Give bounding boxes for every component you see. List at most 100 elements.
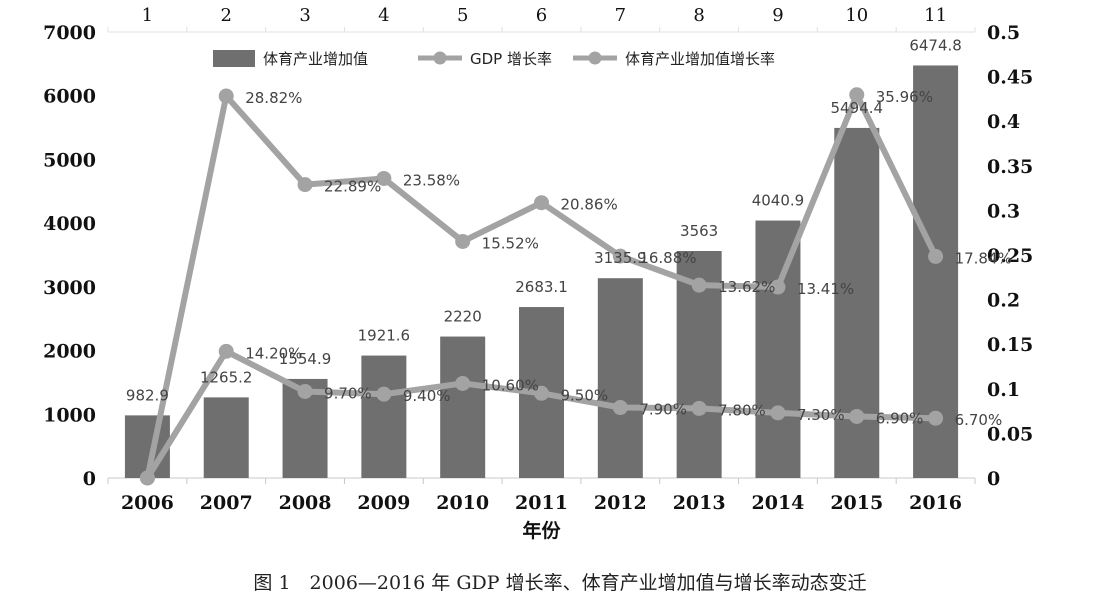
gdp-growth-label: 9.50% bbox=[561, 386, 609, 404]
top-axis-label: 8 bbox=[693, 5, 704, 26]
y-right-tick-label: 0.5 bbox=[987, 22, 1020, 44]
bar bbox=[913, 65, 959, 479]
top-axis-label: 6 bbox=[536, 5, 547, 26]
sports-growth-point bbox=[139, 470, 155, 486]
y-right-tick-label: 0.45 bbox=[987, 67, 1033, 89]
gdp-growth-label: 7.80% bbox=[718, 401, 766, 419]
y-left-tick-label: 3000 bbox=[43, 277, 96, 299]
bar-value-label: 1921.6 bbox=[358, 327, 411, 345]
gdp-growth-point bbox=[455, 375, 471, 391]
gdp-growth-point bbox=[376, 386, 392, 402]
sports-growth-label: 20.86% bbox=[561, 196, 618, 214]
x-tick-label: 2015 bbox=[830, 492, 883, 514]
data-labels: 982.9 1265.2 1554.9 1921.6 2220 2683.1 3135.9 3… bbox=[126, 36, 1012, 429]
gdp-growth-point bbox=[612, 400, 628, 416]
gdp-growth-label: 6.70% bbox=[955, 411, 1003, 429]
bar-value-label: 1265.2 bbox=[200, 368, 253, 386]
top-axis-label: 1 bbox=[142, 5, 153, 26]
sports-growth-point bbox=[297, 177, 313, 193]
bar bbox=[203, 397, 249, 478]
x-tick-label: 2008 bbox=[279, 492, 332, 514]
gdp-growth-label: 9.40% bbox=[403, 387, 451, 405]
y-right-tick-label: 0.35 bbox=[987, 156, 1033, 178]
lines-series bbox=[139, 87, 944, 486]
legend-gdp-label: GDP 增长率 bbox=[470, 50, 552, 68]
y-left-tick-label: 6000 bbox=[43, 86, 96, 108]
y-right-tick-label: 0.1 bbox=[987, 379, 1020, 401]
bar-value-label: 3135.9 bbox=[594, 249, 647, 267]
sports-growth-label: 13.62% bbox=[718, 278, 775, 296]
y-left-tick-label: 2000 bbox=[43, 341, 96, 363]
bar-value-label: 982.9 bbox=[126, 386, 169, 404]
y-left-tick-label: 4000 bbox=[43, 213, 96, 235]
legend-bar-swatch bbox=[213, 50, 255, 67]
sports-growth-point bbox=[534, 195, 549, 211]
bar-value-label: 6474.8 bbox=[909, 36, 962, 54]
bar-value-label: 2683.1 bbox=[515, 278, 568, 296]
sports-growth-point bbox=[455, 233, 471, 249]
gdp-growth-point bbox=[770, 405, 786, 421]
top-axis-label: 2 bbox=[221, 5, 232, 26]
gdp-growth-label: 7.90% bbox=[639, 401, 687, 419]
sports-growth-label: 15.52% bbox=[482, 234, 539, 252]
x-tick-label: 2007 bbox=[200, 492, 253, 514]
sports-growth-point bbox=[928, 248, 944, 264]
gdp-growth-point bbox=[534, 385, 549, 401]
x-tick-label: 2010 bbox=[436, 492, 489, 514]
bars-series bbox=[124, 65, 959, 479]
x-tick-label: 2006 bbox=[121, 492, 174, 514]
gdp-growth-point bbox=[928, 410, 944, 426]
y-right-tick-label: 0.4 bbox=[987, 111, 1020, 133]
gdp-growth-point bbox=[691, 400, 707, 416]
x-tick-label: 2011 bbox=[515, 492, 568, 514]
top-axis-label: 11 bbox=[924, 5, 947, 26]
bar bbox=[834, 127, 880, 479]
x-tick-label: 2009 bbox=[357, 492, 410, 514]
gdp-growth-label: 6.90% bbox=[876, 409, 924, 427]
gdp-growth-label: 7.30% bbox=[797, 406, 845, 424]
top-axis-label: 3 bbox=[299, 5, 310, 26]
y-right-tick-label: 0.15 bbox=[987, 334, 1033, 356]
x-tick-label: 2013 bbox=[673, 492, 726, 514]
gdp-growth-label: 9.70% bbox=[324, 384, 372, 402]
y-right-tick-label: 0 bbox=[987, 468, 1000, 490]
bar-value-label: 1554.9 bbox=[279, 350, 332, 368]
sports-growth-label: 28.82% bbox=[245, 89, 302, 107]
sports-growth-label: 17.84% bbox=[955, 249, 1012, 267]
sports-growth-point bbox=[770, 279, 786, 295]
y-right-tick-label: 0.2 bbox=[987, 290, 1020, 312]
sports-growth-label: 23.58% bbox=[403, 171, 460, 189]
gdp-growth-label: 14.20% bbox=[245, 344, 302, 362]
y-left-tick-label: 7000 bbox=[43, 22, 96, 44]
bar bbox=[361, 355, 407, 478]
sports-growth-point bbox=[849, 87, 865, 103]
x-axis-title: 年份 bbox=[522, 519, 561, 542]
top-axis-label: 7 bbox=[615, 5, 626, 26]
legend-sports-label: 体育产业增加值增长率 bbox=[625, 50, 775, 68]
sports-growth-label: 22.89% bbox=[324, 178, 381, 196]
legend: 体育产业增加值 GDP 增长率 体育产业增加值增长率 bbox=[213, 50, 775, 68]
gdp-growth-point bbox=[297, 383, 313, 399]
legend-gdp-marker bbox=[433, 51, 447, 65]
sports-growth-point bbox=[218, 88, 234, 104]
top-axis-label: 9 bbox=[772, 5, 783, 26]
gdp-growth-point bbox=[849, 408, 865, 424]
sports-growth-point bbox=[612, 248, 628, 264]
top-axis-label: 10 bbox=[845, 5, 868, 26]
legend-sports-marker bbox=[588, 51, 602, 65]
top-axis-label: 4 bbox=[378, 5, 389, 26]
legend-bar-label: 体育产业增加值 bbox=[263, 50, 368, 68]
y-right-tick-label: 0.3 bbox=[987, 200, 1020, 222]
x-tick-label: 2016 bbox=[909, 492, 962, 514]
y-left-tick-label: 5000 bbox=[43, 149, 96, 171]
y-right-tick-label: 0.25 bbox=[987, 245, 1033, 267]
bar-value-label: 4040.9 bbox=[752, 192, 805, 210]
sports-growth-label: 13.41% bbox=[797, 280, 854, 298]
gdp-growth-label: 10.60% bbox=[482, 376, 539, 394]
sports-growth-point bbox=[376, 170, 392, 186]
bar bbox=[597, 278, 643, 478]
bar bbox=[755, 220, 801, 479]
y-left-tick-label: 0 bbox=[83, 468, 96, 490]
sports-growth-label: 16.88% bbox=[639, 249, 696, 267]
sports-growth-point bbox=[691, 277, 707, 293]
